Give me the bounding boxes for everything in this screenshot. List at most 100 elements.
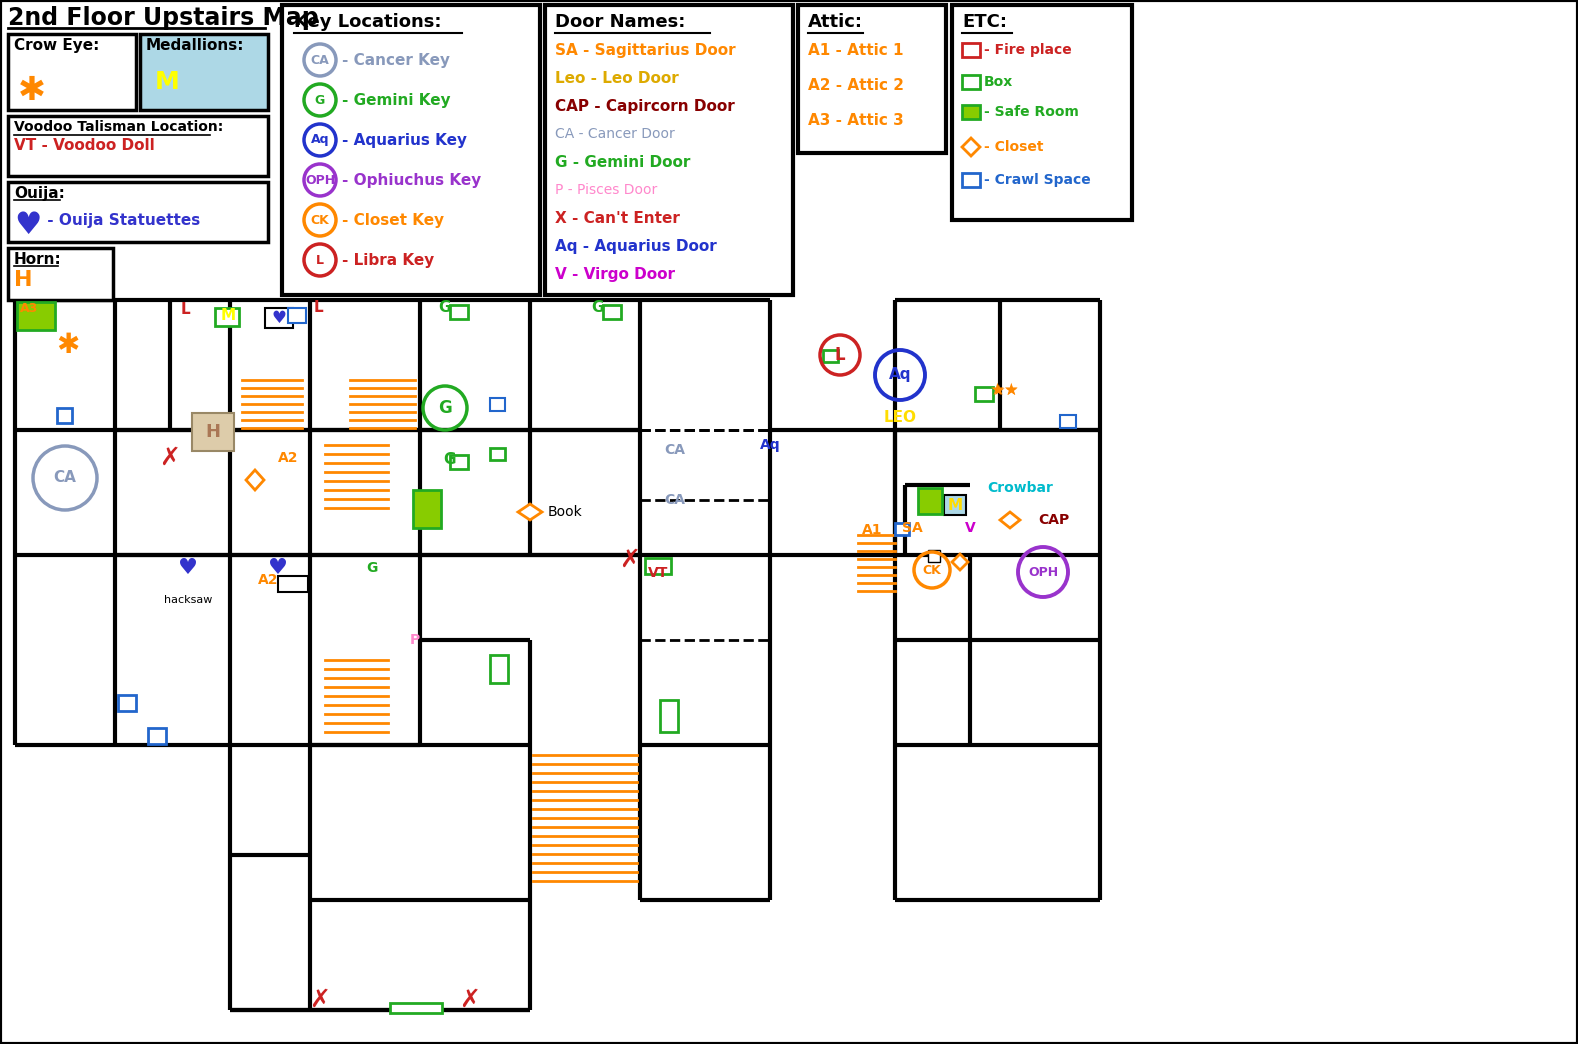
Text: G: G (592, 301, 604, 315)
Bar (491, 655, 508, 683)
Bar (944, 495, 966, 515)
Text: G: G (366, 561, 377, 575)
Bar (963, 105, 980, 119)
Text: G: G (439, 301, 451, 315)
Text: H: H (14, 270, 33, 290)
Bar (57, 408, 73, 423)
Text: M: M (155, 70, 180, 94)
Bar (963, 173, 980, 187)
Text: L: L (835, 346, 846, 364)
Text: ✱: ✱ (57, 331, 79, 359)
Text: Medallions:: Medallions: (147, 38, 245, 53)
Bar (895, 523, 909, 535)
Bar (660, 699, 679, 732)
Text: CA - Cancer Door: CA - Cancer Door (555, 127, 675, 141)
Bar (140, 34, 268, 110)
Polygon shape (1000, 512, 1019, 528)
Text: A3: A3 (21, 302, 38, 315)
Text: - Closet Key: - Closet Key (342, 213, 443, 228)
Text: X - Can't Enter: X - Can't Enter (555, 211, 680, 226)
Bar (963, 75, 980, 89)
Text: Book: Book (548, 505, 582, 519)
Bar (491, 448, 505, 460)
Text: G: G (443, 452, 456, 468)
Text: VT: VT (649, 566, 667, 580)
Text: Ouija:: Ouija: (14, 186, 65, 201)
Polygon shape (963, 138, 980, 156)
Text: L: L (316, 254, 323, 266)
Text: P: P (410, 633, 420, 647)
Bar (8, 248, 114, 300)
Text: M: M (947, 498, 963, 513)
Bar (963, 43, 980, 57)
Text: ★★: ★★ (991, 382, 1019, 398)
Text: A1 - Attic 1: A1 - Attic 1 (808, 43, 904, 58)
Bar (450, 305, 469, 319)
Text: Aq: Aq (311, 134, 330, 146)
Text: G: G (316, 94, 325, 106)
Bar (928, 550, 940, 562)
Text: CAP: CAP (1038, 513, 1070, 527)
Text: - Fire place: - Fire place (985, 43, 1071, 57)
Polygon shape (246, 470, 264, 490)
Text: Crow Eye:: Crow Eye: (14, 38, 99, 53)
Bar (603, 305, 622, 319)
Text: ♥: ♥ (271, 309, 287, 327)
Bar (193, 413, 234, 451)
Text: hacksaw: hacksaw (164, 595, 211, 606)
Text: CA: CA (54, 471, 76, 485)
Text: A1: A1 (862, 523, 882, 537)
Bar (952, 5, 1131, 220)
Text: A3 - Attic 3: A3 - Attic 3 (808, 113, 904, 128)
Text: Voodoo Talisman Location:: Voodoo Talisman Location: (14, 120, 222, 134)
Text: ✗: ✗ (459, 988, 480, 1012)
Text: Key Locations:: Key Locations: (294, 13, 442, 31)
Text: CK: CK (923, 564, 942, 576)
Text: ♥: ♥ (268, 557, 289, 578)
Text: - Ophiuchus Key: - Ophiuchus Key (342, 172, 481, 188)
Text: CA: CA (664, 493, 685, 507)
Polygon shape (518, 504, 541, 520)
Text: VT - Voodoo Doll: VT - Voodoo Doll (14, 138, 155, 153)
Text: SA - Sagittarius Door: SA - Sagittarius Door (555, 43, 735, 58)
Bar (491, 398, 505, 411)
Text: ✗: ✗ (620, 548, 641, 572)
Text: - Cancer Key: - Cancer Key (342, 52, 450, 68)
Text: ✗: ✗ (309, 988, 330, 1012)
Text: H: H (205, 423, 221, 441)
Text: SA: SA (901, 521, 923, 535)
Bar (148, 728, 166, 744)
Text: - Libra Key: - Libra Key (342, 253, 434, 267)
Polygon shape (952, 554, 967, 570)
Text: - Crawl Space: - Crawl Space (985, 173, 1090, 187)
Text: OPH: OPH (1027, 566, 1059, 578)
Text: Box: Box (985, 75, 1013, 89)
Text: Horn:: Horn: (14, 252, 62, 267)
Bar (8, 34, 136, 110)
Bar (450, 455, 469, 469)
Text: P - Pisces Door: P - Pisces Door (555, 183, 658, 197)
Text: Aq: Aq (888, 367, 911, 382)
Bar (975, 387, 993, 401)
Text: CA: CA (664, 443, 685, 457)
Bar (824, 350, 838, 362)
Text: Leo - Leo Door: Leo - Leo Door (555, 71, 679, 86)
Bar (282, 5, 540, 295)
Text: L: L (312, 301, 323, 315)
Text: G: G (439, 399, 451, 417)
Bar (645, 557, 671, 574)
Text: Door Names:: Door Names: (555, 13, 685, 31)
Text: Aq: Aq (759, 438, 780, 452)
Bar (544, 5, 794, 295)
Text: - Ouija Statuettes: - Ouija Statuettes (43, 213, 200, 228)
Text: CK: CK (311, 214, 330, 227)
Text: L: L (180, 303, 189, 317)
Text: ♥: ♥ (14, 212, 41, 240)
Text: Crowbar: Crowbar (988, 481, 1053, 495)
Text: ★★: ★★ (989, 381, 1019, 399)
Text: A2: A2 (278, 451, 298, 465)
Bar (8, 182, 268, 242)
Text: - Closet: - Closet (985, 140, 1043, 155)
Bar (8, 116, 268, 176)
Bar (215, 308, 238, 326)
